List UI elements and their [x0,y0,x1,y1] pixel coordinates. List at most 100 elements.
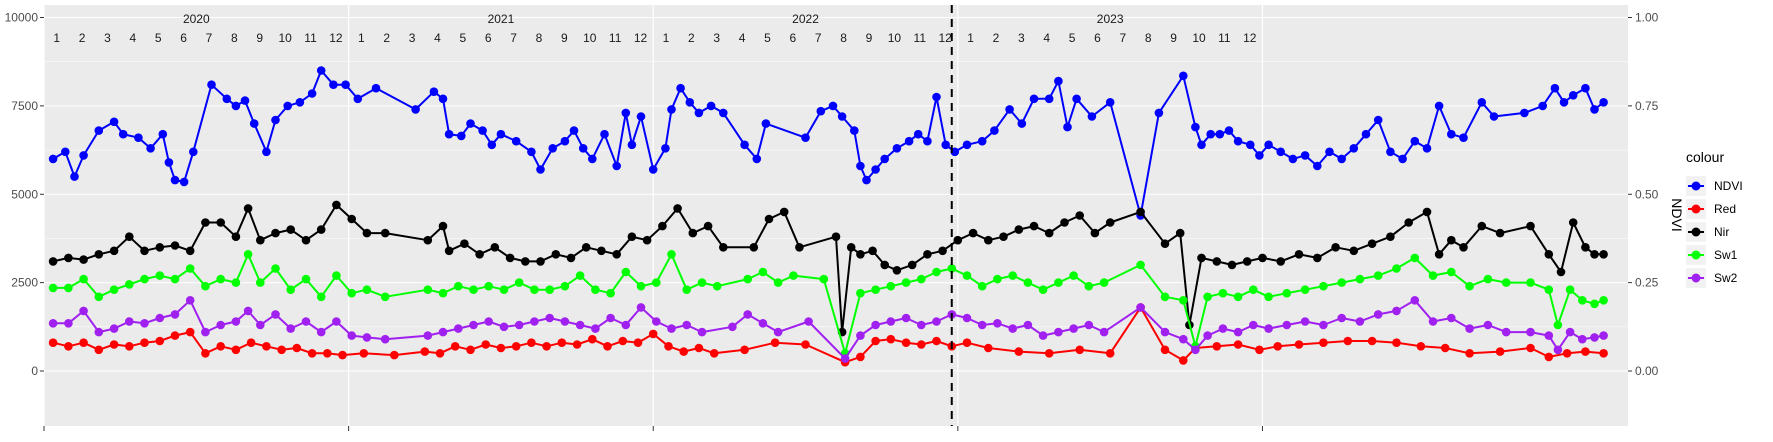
month-label: 4 [434,31,441,45]
data-point-nir [938,246,947,256]
data-point-nir [597,246,606,256]
data-point-sw1 [652,278,661,287]
data-point-red [1105,349,1115,358]
data-point-sw1 [155,271,165,280]
data-point-sw2 [271,310,280,319]
axis-layer: 0 2500 5000 7500 10000 0.00 0.25 0.50 0.75 1.00 [5,11,1659,431]
data-point-nir [1294,250,1304,259]
data-point-ndvi [79,151,88,160]
data-point-ndvi [1520,108,1529,118]
month-label: 9 [866,31,873,45]
data-point-sw1 [1179,296,1188,305]
data-point-red [1014,347,1024,356]
legend-item-red: Red [1686,199,1736,219]
data-point-nir [64,253,73,263]
data-point-ndvi [1288,154,1298,164]
data-point-ndvi [719,108,728,118]
data-point-red [48,338,58,348]
data-point-ndvi [1550,83,1560,93]
data-point-sw2 [545,313,554,323]
data-point-ndvi [560,136,570,146]
data-point-sw1 [1337,278,1346,287]
data-point-sw2 [438,327,448,337]
y-tick-label: 5000 [11,187,38,201]
month-label: 12 [938,31,952,45]
data-point-ndvi [612,161,621,171]
data-point-sw2 [1282,320,1292,330]
data-point-sw1 [301,274,311,284]
data-point-sw1 [1355,274,1365,284]
data-point-nir [201,218,210,227]
data-point-ndvi [880,154,889,164]
data-point-red [679,347,688,356]
data-point-ndvi [1215,129,1225,139]
data-point-ndvi [146,144,155,153]
data-point-nir [505,253,515,263]
data-point-red [557,338,567,348]
data-point-sw1 [1023,278,1033,287]
data-point-nir [1349,246,1359,256]
data-point-sw1 [109,285,119,295]
data-point-sw1 [94,292,104,302]
data-point-sw1 [1392,264,1401,273]
data-point-ndvi [636,112,646,121]
data-point-sw2 [140,319,149,328]
data-point-sw2 [286,324,296,333]
data-point-sw1 [530,285,539,295]
data-point-ndvi [283,101,293,111]
data-point-sw2 [1218,324,1228,333]
data-point-nir [831,232,841,241]
data-point-nir [1258,253,1267,263]
data-point-ndvi [341,80,350,89]
data-point-red [125,342,134,351]
data-point-sw1 [697,278,707,287]
data-point-sw1 [423,285,433,295]
data-point-sw2 [243,306,253,316]
data-point-red [962,338,972,348]
data-point-sw1 [1264,292,1273,302]
data-point-nir [658,221,667,231]
data-point-sw2 [1264,324,1273,333]
data-point-nir [1568,218,1578,227]
data-point-sw1 [621,267,631,277]
data-point-sw2 [804,317,813,326]
data-point-nir [48,257,58,266]
data-point-sw1 [332,271,341,280]
data-point-ndvi [1386,147,1395,157]
data-point-sw2 [682,320,691,330]
data-point-ndvi [1017,119,1027,128]
data-point-sw1 [484,281,494,291]
data-point-ndvi [249,119,259,128]
month-label: 12 [634,31,648,45]
month-label: 8 [840,31,847,45]
data-point-sw2 [1410,296,1420,305]
data-point-red [277,345,286,355]
data-point-red [246,338,256,348]
data-point-nir [868,246,877,256]
data-point-ndvi [1337,154,1346,164]
data-point-red [984,343,993,353]
data-point-sw1 [977,281,987,291]
data-point-sw1 [1465,281,1474,291]
data-point-sw2 [1526,327,1535,337]
month-label: 5 [764,31,771,45]
data-point-sw2 [231,317,241,326]
month-label: 2 [688,31,695,45]
data-point-sw1 [1553,320,1563,330]
data-point-nir [1075,211,1084,220]
data-point-ndvi [1568,91,1578,100]
data-point-red [1416,342,1426,351]
data-point-sw2 [1337,313,1346,323]
data-point-sw1 [1578,296,1587,305]
data-point-nir [1434,250,1444,259]
y-tick-label: 2500 [11,276,38,290]
data-point-ndvi [1005,105,1014,114]
data-point-sw1 [170,274,180,284]
data-point-sw2 [185,296,195,305]
data-point-sw1 [243,250,253,259]
y2-axis-title: NDVI [1669,198,1685,231]
series-sw1 [48,250,1608,358]
data-point-red [633,338,643,348]
data-point-ndvi [1044,94,1054,104]
data-point-red [185,327,195,337]
